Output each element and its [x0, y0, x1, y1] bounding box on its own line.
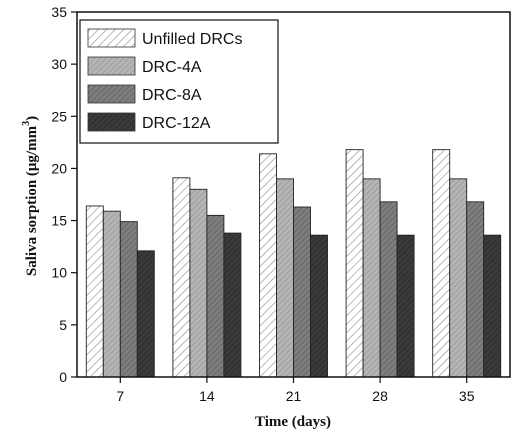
legend-swatch-drc-8a: [87, 84, 136, 104]
bar-drc-4a-day-28: [362, 178, 381, 378]
legend-label-drc-4a: DRC-4A: [142, 59, 202, 76]
bar-drc-4a-day-7: [102, 210, 121, 378]
y-tick-label: 20: [51, 160, 67, 176]
bar-drc-12a-day-14: [223, 232, 242, 378]
x-tick-label: 28: [372, 388, 388, 404]
x-tick-label: 14: [199, 388, 215, 404]
bar-drc-12a-day-21: [310, 234, 328, 378]
legend-label-drc-12a: DRC-12A: [142, 115, 211, 132]
plot-frame: [76, 11, 511, 378]
bar-drc-8a-day-21: [293, 206, 311, 378]
bar-unfilled-drcs-day-14: [172, 177, 191, 378]
y-tick-label: 10: [51, 265, 67, 281]
y-axis-ticks: 0 5 10 15 20 25 30 35: [51, 4, 77, 385]
y-axis-title-close: ): [24, 116, 40, 121]
bar-drc-12a-day-7: [136, 250, 155, 378]
y-tick-label: 15: [51, 213, 67, 229]
bar-drc-4a-day-14: [189, 188, 208, 378]
bar-drc-12a-day-35: [483, 234, 502, 378]
bar-drc-4a-day-35: [449, 178, 468, 378]
bar-drc-8a-day-7: [119, 221, 138, 378]
bar-unfilled-drcs-day-28: [345, 149, 364, 378]
y-tick-label: 35: [51, 4, 67, 20]
bar-unfilled-drcs-day-7: [85, 205, 104, 378]
legend: Unfilled DRCs DRC-4A DRC-8A DRC-12A: [79, 19, 279, 144]
y-axis-title-superscript: 3: [21, 121, 32, 126]
bar-drc-4a-day-21: [276, 178, 294, 378]
legend-swatch-unfilled: [87, 28, 136, 48]
bar-drc-8a-day-14: [206, 214, 225, 378]
bar-unfilled-drcs-day-35: [432, 149, 451, 378]
legend-swatch-drc-12a: [87, 112, 136, 132]
y-axis-title-main: Saliva sorption (μg/mm: [24, 125, 40, 276]
x-tick-label: 35: [459, 388, 475, 404]
legend-label-unfilled: Unfilled DRCs: [142, 31, 242, 48]
bars-layer: [85, 149, 502, 378]
x-axis-title: Time (days): [255, 414, 331, 430]
x-axis-ticks: 7 14 21 28 35: [116, 377, 475, 404]
legend-swatch-drc-4a: [87, 56, 136, 76]
legend-label-drc-8a: DRC-8A: [142, 87, 202, 104]
x-tick-label: 7: [116, 388, 124, 404]
y-tick-label: 0: [59, 369, 67, 385]
bar-drc-8a-day-35: [466, 201, 485, 378]
bar-drc-8a-day-28: [379, 201, 398, 378]
bar-drc-12a-day-28: [396, 234, 415, 378]
y-tick-label: 30: [51, 56, 67, 72]
y-axis-title: Saliva sorption (μg/mm3): [21, 116, 40, 276]
bar-unfilled-drcs-day-21: [259, 153, 277, 378]
y-tick-label: 5: [59, 317, 67, 333]
y-tick-label: 25: [51, 108, 67, 124]
x-tick-label: 21: [286, 388, 302, 404]
